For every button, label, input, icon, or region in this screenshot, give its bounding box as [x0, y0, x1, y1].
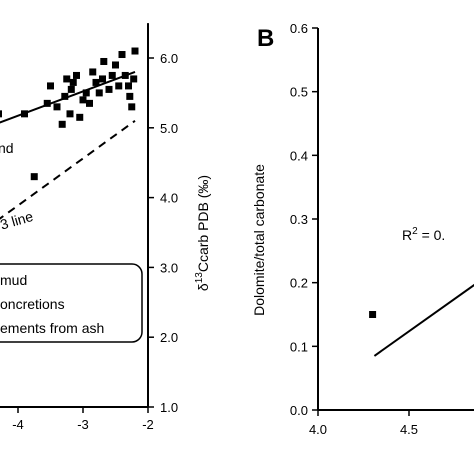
panel-b-y-tick-label: 0.0: [290, 403, 308, 418]
panel-a-data-point: [131, 47, 139, 55]
panel-a-x-tick-label: -3: [77, 417, 89, 432]
panel-a-data-point: [128, 103, 136, 111]
panel-a-legend: mud oncretions ements from ash: [0, 263, 143, 343]
panel-a-data-point: [76, 113, 84, 121]
panel-a-data-point: [95, 89, 103, 97]
panel-a-data-point: [108, 71, 116, 79]
panel-a-data-point: [100, 57, 108, 65]
panel-b-r2-annotation: R2 = 0.: [402, 226, 445, 243]
r2-superscript: 2: [412, 226, 418, 237]
panel-a-data-points: [0, 47, 139, 181]
panel-b-y-ticks: 0.0 0.1 0.2 0.3 0.4 0.5 0.6: [290, 21, 318, 418]
panel-a-data-point: [82, 89, 90, 97]
panel-a-data-point: [69, 78, 77, 86]
panel-b-regression-line-segment: [373, 283, 474, 357]
panel-b-x-tick-label: 4.5: [400, 422, 418, 437]
panel-a-data-point: [112, 61, 119, 69]
panel-a-data-point: [0, 110, 2, 118]
panel-b-data-point: [369, 311, 377, 318]
legend-entry-1: mud: [0, 272, 27, 288]
legend-entry-2: oncretions: [0, 296, 65, 312]
panel-a-data-point: [130, 75, 138, 83]
panel-a-data-point: [92, 78, 100, 86]
panel-a-data-point: [67, 85, 75, 93]
panel-a-data-point: [66, 110, 74, 118]
panel-a-data-point: [30, 173, 38, 181]
panel-a-data-point: [86, 99, 93, 107]
panel-a-x-tick-label: -4: [12, 417, 24, 432]
panel-b-y-tick-label: 0.4: [290, 148, 308, 163]
panel-a-annotation-line: +3 line: [0, 208, 35, 235]
panel-a-y-tick-label: 5.0: [160, 121, 178, 136]
panel-a-data-point: [89, 68, 97, 76]
panel-b-x-tick-label: 4.0: [309, 422, 327, 437]
panel-a-data-point: [99, 75, 106, 83]
panel-b-y-tick-label: 0.1: [290, 339, 308, 354]
panel-a-trend-lines: [0, 71, 136, 220]
panel-a-x-tick-label: -2: [142, 417, 154, 432]
panel-a-data-point: [79, 96, 87, 104]
panel-b-x-ticks: 4.0 4.5: [309, 410, 418, 437]
r2-base: R: [402, 227, 412, 243]
panel-a-data-point: [73, 71, 80, 79]
panel-a-data-point: [61, 92, 69, 100]
panel-a-regression-line: [0, 71, 136, 124]
panel-b-y-tick-label: 0.3: [290, 212, 308, 227]
panel-a-data-point: [43, 99, 51, 107]
panel-a-data-point: [63, 75, 71, 83]
panel-a-x-ticks: -4 -3 -2: [12, 407, 154, 432]
panel-a-dashed-line: [0, 120, 136, 220]
panel-a-y-tick-label: 4.0: [160, 191, 178, 206]
panel-a-y-label-delta: δ: [195, 283, 211, 291]
panel-b-y-tick-label: 0.5: [290, 85, 308, 100]
panel-a-data-point: [125, 82, 132, 90]
panel-a-y-label-base: Ccarb PDB (‰): [195, 175, 211, 272]
panel-a-data-point: [115, 82, 123, 90]
panel-b-chart: B 0.0 0.1 0.2 0.3 0.4 0.5 0.6 4.0 4.5 Dolomite/…: [251, 21, 474, 437]
legend-entry-3: ements from ash: [0, 320, 104, 336]
panel-a-y-ticks: 1.0 2.0 3.0 4.0 5.0 6.0: [148, 51, 178, 415]
panel-a-data-point: [126, 92, 134, 100]
panel-a-annotation-nd: nd: [0, 140, 14, 156]
r2-rest: = 0.: [418, 227, 446, 243]
panel-b-y-tick-label: 0.6: [290, 21, 308, 36]
legend-box: [0, 263, 143, 343]
panel-a-y-tick-label: 6.0: [160, 51, 178, 66]
panel-a-data-point: [21, 110, 28, 118]
panel-a-chart: 1.0 2.0 3.0 4.0 5.0 6.0 -4 -3 -2 nd +3 line δ13…: [0, 23, 211, 432]
panel-a-data-point: [53, 103, 61, 111]
panel-a-y-label-sup: 13: [194, 272, 205, 284]
panel-b-title: B: [257, 25, 274, 52]
panel-b-data-points: [369, 311, 377, 318]
panel-a-y-tick-label: 2.0: [160, 330, 178, 345]
panel-b-y-tick-label: 0.2: [290, 276, 308, 291]
panel-a-data-point: [121, 71, 129, 79]
panel-a-data-point: [118, 51, 126, 59]
panel-b-regression-line: [373, 283, 474, 357]
panel-a-data-point: [47, 82, 54, 90]
panel-a-data-point: [105, 85, 113, 93]
panel-a-y-axis-label: δ13Ccarb PDB (‰): [194, 175, 211, 291]
panel-b-y-axis-label: Dolomite/total carbonate: [251, 164, 267, 316]
panel-a-data-point: [58, 120, 66, 128]
panel-a-y-tick-label: 1.0: [160, 400, 178, 415]
panel-a-y-tick-label: 3.0: [160, 260, 178, 275]
